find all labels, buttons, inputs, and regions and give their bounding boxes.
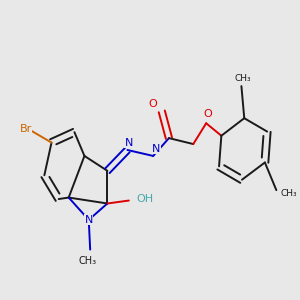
Text: Br: Br	[20, 124, 32, 134]
Text: N: N	[125, 138, 133, 148]
Text: CH₃: CH₃	[280, 189, 297, 198]
Text: N: N	[85, 215, 93, 225]
Text: N: N	[152, 143, 160, 154]
Text: O: O	[149, 99, 158, 109]
Text: O: O	[203, 109, 212, 119]
Text: OH: OH	[136, 194, 153, 204]
Text: CH₃: CH₃	[235, 74, 251, 83]
Text: CH₃: CH₃	[78, 256, 96, 266]
